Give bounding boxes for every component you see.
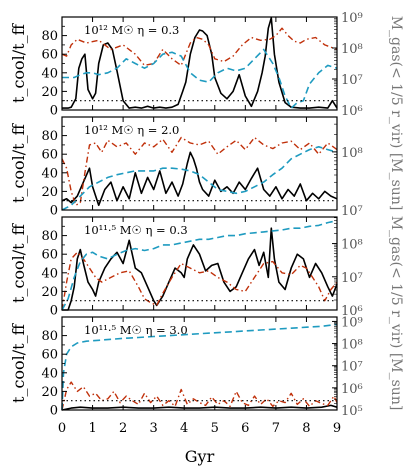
panels-group: 0 20 40 60 80 10⁶ 10⁷ 10⁸ 10⁹ 10¹² M☉ η = 0.3 t_co… bbox=[9, 11, 404, 419]
panel-1-tcool-tff-alt-line bbox=[61, 27, 338, 67]
panel-3-annotation: 10¹¹·⁵ M☉ η = 0.3 bbox=[84, 223, 188, 237]
panel-4-left-axis-label: t_cool/t_ff bbox=[9, 322, 28, 403]
panel-2-left-axis-label: t_cool/t_ff bbox=[9, 122, 28, 203]
panel-2-left-tick-label: 60 bbox=[41, 148, 58, 163]
panel-4-annotation: 10¹¹·⁵ M☉ η = 3.0 bbox=[84, 323, 188, 337]
panel-3-left-tick-label: 20 bbox=[41, 285, 58, 300]
panel-4-right-tick-label: 10⁶ bbox=[341, 382, 363, 397]
panel-4-right-tick-label: 10⁹ bbox=[341, 315, 363, 330]
right-axis-label-bottom: M_gas(< 1/5 r_vir) [M_sun] bbox=[388, 216, 404, 411]
panel-2-tcool-tff-line bbox=[61, 151, 338, 207]
panel-4-left-tick-label: 0 bbox=[50, 404, 58, 419]
panel-1-left-axis-label: t_cool/t_ff bbox=[9, 22, 28, 103]
panel-2-right-tick-label: 10⁷ bbox=[341, 204, 363, 219]
panel-4-right-tick-label: 10⁸ bbox=[341, 338, 363, 353]
panel-3-left-tick-label: 80 bbox=[41, 229, 58, 244]
panel-1-left-tick-label: 20 bbox=[41, 85, 58, 100]
panel-1-left-tick-label: 80 bbox=[41, 29, 58, 44]
panel-2-left-tick-label: 40 bbox=[41, 166, 58, 181]
panel-4-left-tick-label: 80 bbox=[41, 329, 58, 344]
panel-4-right-tick-label: 10⁷ bbox=[341, 360, 363, 375]
panel-2-left-tick-label: 0 bbox=[50, 204, 58, 219]
panel-3-right-tick-label: 10⁶ bbox=[341, 304, 363, 319]
panel-4-left-tick-label: 20 bbox=[41, 385, 58, 400]
panel-2-left-tick-label: 80 bbox=[41, 129, 58, 144]
panel-1-left-tick-label: 40 bbox=[41, 66, 58, 81]
x-tick-label-4: 4 bbox=[180, 421, 188, 436]
panel-4-left-tick-label: 40 bbox=[41, 366, 58, 381]
x-tick-label-0: 0 bbox=[58, 421, 66, 436]
panel-4-tcool-tff-alt-line bbox=[61, 381, 338, 411]
x-tick-label-5: 5 bbox=[211, 421, 219, 436]
panel-1-left-tick-label: 60 bbox=[41, 48, 58, 63]
panel-1-right-tick-label: 10⁹ bbox=[341, 11, 363, 26]
panel-1-tcool-tff-line bbox=[62, 17, 338, 109]
panel-3-left-tick-label: 60 bbox=[41, 248, 58, 263]
x-axis-label: Gyr bbox=[185, 447, 215, 466]
x-tick-label-6: 6 bbox=[241, 421, 249, 436]
panel-1-right-tick-label: 10⁸ bbox=[341, 42, 363, 57]
panel-3-gas-mass-line bbox=[61, 219, 338, 311]
panel-2-left-tick-label: 20 bbox=[41, 185, 58, 200]
panel-1-right-tick-label: 10⁶ bbox=[341, 104, 363, 119]
panel-3-right-tick-label: 10⁸ bbox=[341, 238, 363, 253]
panel-4-right-tick-label: 10⁵ bbox=[341, 404, 363, 419]
panel-3-left-tick-label: 40 bbox=[41, 266, 58, 281]
x-tick-label-8: 8 bbox=[302, 421, 310, 436]
panel-1-annotation: 10¹² M☉ η = 0.3 bbox=[84, 23, 179, 37]
panel-2-annotation: 10¹² M☉ η = 2.0 bbox=[84, 123, 179, 137]
panel-4-gas-mass-line bbox=[61, 323, 338, 411]
panel-3-left-axis-label: t_cool/t_ff bbox=[9, 222, 28, 303]
x-tick-label-7: 7 bbox=[272, 421, 280, 436]
x-tick-label-2: 2 bbox=[119, 421, 127, 436]
x-tick-label-9: 9 bbox=[333, 421, 341, 436]
panel-3-left-tick-label: 0 bbox=[50, 304, 58, 319]
panel-3-right-tick-label: 10⁷ bbox=[341, 271, 363, 286]
panel-2-right-tick-label: 10⁸ bbox=[341, 146, 363, 161]
panel-1-gas-mass-line bbox=[62, 48, 338, 109]
panel-1-left-tick-label: 0 bbox=[50, 104, 58, 119]
x-tick-label-1: 1 bbox=[88, 421, 96, 436]
panel-2-gas-mass-line bbox=[61, 146, 338, 211]
panel-1-right-tick-label: 10⁷ bbox=[341, 73, 363, 88]
panel-4-left-tick-label: 60 bbox=[41, 348, 58, 363]
panel-2-tcool-tff-alt-line bbox=[61, 136, 338, 207]
panel-4-tcool-tff-line bbox=[61, 404, 338, 411]
panel-3-tcool-tff-line bbox=[62, 227, 338, 311]
panel-3-tcool-tff-alt-line bbox=[61, 251, 338, 311]
right-axis-label-top: M_gas(< 1/5 r_vir) [M_sun] bbox=[388, 16, 404, 211]
x-tick-label-3: 3 bbox=[150, 421, 158, 436]
